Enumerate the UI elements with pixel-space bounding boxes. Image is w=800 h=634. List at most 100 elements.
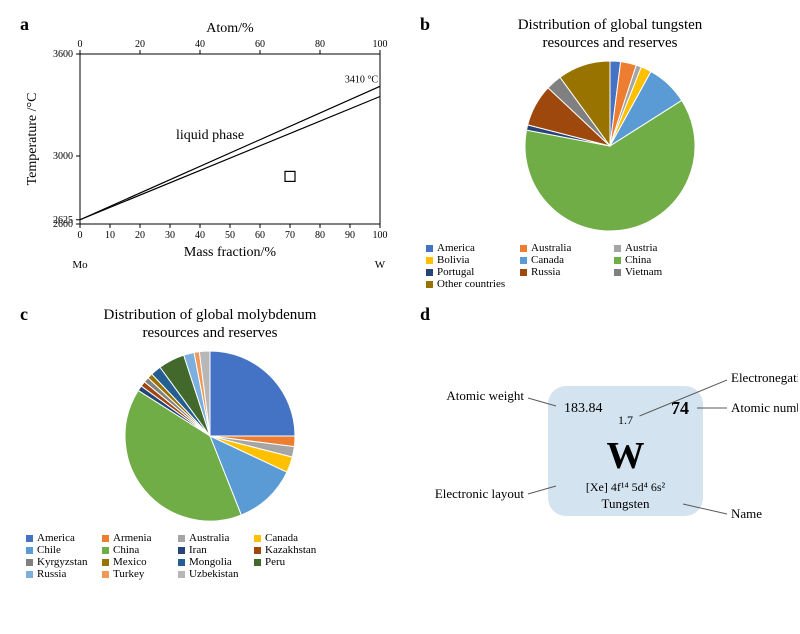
legend-label: China	[113, 544, 139, 556]
legend-label: Austria	[625, 242, 657, 254]
svg-text:50: 50	[225, 230, 235, 241]
svg-text:2625: 2625	[53, 215, 73, 226]
legend-swatch	[254, 559, 261, 566]
legend-item: Mongolia	[178, 556, 250, 568]
svg-text:40: 40	[195, 39, 205, 50]
svg-text:20: 20	[135, 39, 145, 50]
panel-c: c Distribution of global molybdenumresou…	[10, 300, 410, 620]
legend-swatch	[26, 535, 33, 542]
phase-diagram: 0102030405060708090100020406080100260026…	[18, 16, 398, 276]
svg-text:Tungsten: Tungsten	[602, 496, 650, 511]
legend-label: Chile	[37, 544, 61, 556]
svg-text:3000: 3000	[53, 151, 73, 162]
legend-label: Kyrgyzstan	[37, 556, 88, 568]
svg-text:liquid phase: liquid phase	[176, 128, 244, 143]
svg-text:3600: 3600	[53, 49, 73, 60]
legend-swatch	[614, 269, 621, 276]
legend-item: Austria	[614, 242, 704, 254]
legend-label: Vietnam	[625, 266, 662, 278]
legend-item: Iran	[178, 544, 250, 556]
svg-text:0: 0	[78, 39, 83, 50]
panel-d: d 183.841.774W[Xe] 4f¹⁴ 5d⁴ 6s²TungstenA…	[410, 300, 800, 620]
svg-text:80: 80	[315, 230, 325, 241]
legend-label: Peru	[265, 556, 285, 568]
legend-swatch	[178, 535, 185, 542]
legend-label: Canada	[531, 254, 564, 266]
legend-swatch	[178, 571, 185, 578]
legend-item: Russia	[26, 568, 98, 580]
legend-swatch	[426, 281, 433, 288]
svg-text:10: 10	[105, 230, 115, 241]
legend-item: Peru	[254, 556, 326, 568]
legend-label: America	[437, 242, 475, 254]
legend-item: Turkey	[102, 568, 174, 580]
pie-chart-c	[110, 346, 310, 526]
legend-swatch	[26, 559, 33, 566]
svg-text:Atom/%: Atom/%	[206, 21, 254, 36]
legend-item: Canada	[254, 532, 326, 544]
legend-swatch	[614, 245, 621, 252]
legend-item: Russia	[520, 266, 610, 278]
svg-text:183.84: 183.84	[564, 401, 603, 416]
legend-item: Canada	[520, 254, 610, 266]
legend-label: Portugal	[437, 266, 474, 278]
svg-text:40: 40	[195, 230, 205, 241]
legend-swatch	[254, 535, 261, 542]
legend-swatch	[614, 257, 621, 264]
svg-text:Electronic layout: Electronic layout	[435, 486, 525, 501]
svg-text:80: 80	[315, 39, 325, 50]
legend-swatch	[102, 571, 109, 578]
legend-item: Kazakhstan	[254, 544, 326, 556]
legend-swatch	[26, 571, 33, 578]
svg-text:[Xe] 4f¹⁴ 5d⁴ 6s²: [Xe] 4f¹⁴ 5d⁴ 6s²	[586, 480, 666, 494]
legend-label: Australia	[531, 242, 571, 254]
legend-swatch	[426, 269, 433, 276]
legend-label: Kazakhstan	[265, 544, 316, 556]
svg-text:Atomic number: Atomic number	[731, 400, 798, 415]
legend-label: Armenia	[113, 532, 151, 544]
svg-text:Mo: Mo	[72, 259, 88, 271]
legend-label: Iran	[189, 544, 207, 556]
svg-text:0: 0	[78, 230, 83, 241]
svg-text:74: 74	[671, 398, 689, 418]
svg-text:W: W	[607, 435, 645, 477]
legend-item: Kyrgyzstan	[26, 556, 98, 568]
svg-text:100: 100	[373, 230, 388, 241]
panel-b: b Distribution of global tungstenresourc…	[410, 10, 800, 300]
legend-label: China	[625, 254, 651, 266]
legend-item: Chile	[26, 544, 98, 556]
legend-label: Bolivia	[437, 254, 469, 266]
legend-label: Mongolia	[189, 556, 232, 568]
panel-a-label: a	[20, 14, 29, 35]
legend-item: Bolivia	[426, 254, 516, 266]
legend-item: China	[102, 544, 174, 556]
legend-item: China	[614, 254, 704, 266]
panel-b-title: Distribution of global tungstenresources…	[418, 16, 800, 52]
legend-swatch	[102, 535, 109, 542]
svg-text:Name: Name	[731, 506, 762, 521]
svg-text:W: W	[375, 259, 386, 271]
legend-item: America	[26, 532, 98, 544]
svg-text:1.7: 1.7	[618, 413, 633, 427]
panel-c-label: c	[20, 304, 28, 325]
svg-text:3410 °C: 3410 °C	[345, 74, 378, 85]
svg-text:20: 20	[135, 230, 145, 241]
legend-item: Australia	[520, 242, 610, 254]
legend-label: Russia	[531, 266, 560, 278]
legend-swatch	[254, 547, 261, 554]
legend-swatch	[102, 547, 109, 554]
legend-item: Other countries	[426, 278, 516, 290]
legend-item: Uzbekistan	[178, 568, 250, 580]
legend-swatch	[178, 559, 185, 566]
legend-swatch	[102, 559, 109, 566]
legend-label: America	[37, 532, 75, 544]
legend-item: Mexico	[102, 556, 174, 568]
svg-text:Electronegativity: Electronegativity	[731, 370, 798, 385]
legend-item: Vietnam	[614, 266, 704, 278]
legend-item: Australia	[178, 532, 250, 544]
pie-slice	[210, 351, 295, 436]
panel-c-title: Distribution of global molybdenumresourc…	[18, 306, 402, 342]
legend-label: Turkey	[113, 568, 144, 580]
svg-text:100: 100	[373, 39, 388, 50]
legend-swatch	[26, 547, 33, 554]
